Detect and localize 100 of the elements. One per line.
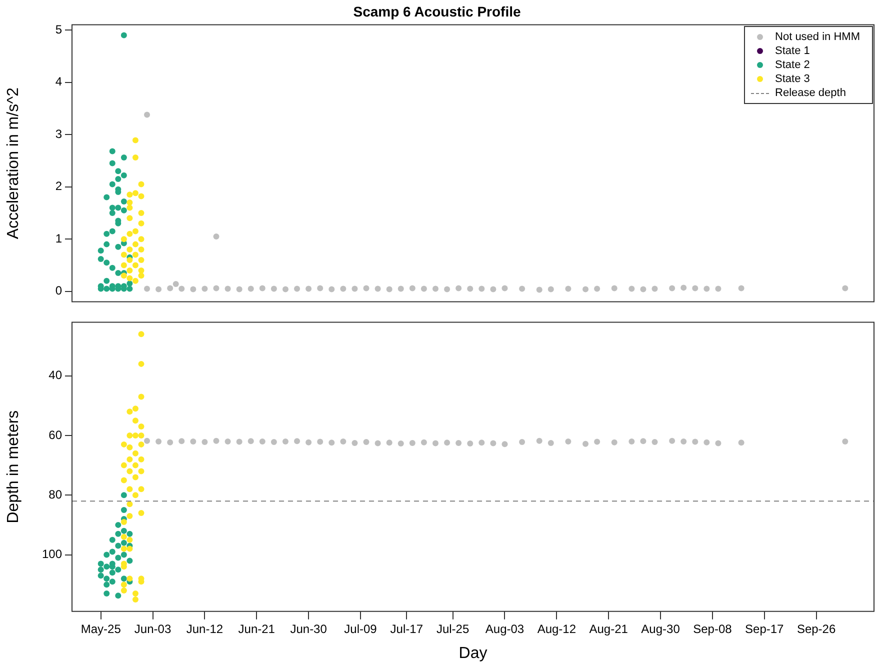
point [138,331,144,338]
point [611,285,618,292]
point [126,536,133,543]
point [115,168,122,174]
point [109,181,116,188]
y-tick-label: 3 [55,126,62,141]
point [178,438,185,444]
point [519,439,526,446]
point [115,244,122,250]
point [352,440,358,446]
point [120,207,127,214]
point [270,286,277,292]
point [109,570,116,576]
x-tick-label: Jun-12 [186,622,224,636]
point [126,501,133,508]
y-tick-label: 80 [48,487,62,502]
point [126,200,133,206]
x-tick-label: May-25 [80,622,122,636]
point [202,286,208,292]
point [138,193,144,200]
point [738,285,744,292]
point [138,181,144,188]
point [306,286,312,292]
point [224,286,231,292]
x-tick-label: Aug-21 [589,622,628,636]
point [669,438,676,444]
point [120,540,127,546]
point [432,286,438,292]
point [328,286,335,292]
y-tick-label: 5 [55,22,62,36]
point [144,438,150,444]
point [190,286,196,292]
point [109,204,116,211]
point [132,474,138,480]
point [352,286,358,292]
point [126,267,133,274]
point [444,286,450,292]
point [340,438,346,444]
y-tick-label: 0 [55,284,62,298]
point [628,438,635,444]
point [294,438,300,444]
point [109,578,116,585]
point [202,439,208,446]
point [120,441,127,448]
point [120,172,127,178]
point [213,438,220,444]
point [138,220,144,226]
point [138,256,144,263]
legend-label: State 1 [775,44,810,58]
point [478,286,485,292]
point [306,439,312,446]
point [120,154,127,161]
point [138,267,144,274]
point [104,582,110,588]
x-tick-label: Jul-25 [436,622,470,636]
point [132,432,138,438]
point [126,230,133,237]
point [144,286,150,292]
point [248,438,254,444]
point [132,462,138,468]
point [536,286,542,293]
point [120,552,127,558]
point [126,432,133,438]
point [680,284,687,291]
point [120,477,127,484]
point [420,286,427,292]
point [104,260,110,266]
point [386,440,392,446]
point [120,252,127,258]
point [126,576,133,582]
x-tick-label: Aug-03 [485,622,524,636]
x-tick-label: Sep-26 [796,622,836,636]
point [270,439,277,446]
point [409,285,416,292]
point [126,192,133,198]
point [115,270,122,276]
point [104,564,110,570]
point [104,286,110,292]
point [138,441,144,448]
point [126,408,133,415]
point [104,576,110,582]
point [104,241,110,248]
y-tick-label: 2 [55,179,62,194]
point [132,406,138,412]
point [132,154,138,161]
point [126,546,133,552]
point [120,528,127,534]
point [317,285,324,292]
point [317,438,324,445]
point [692,285,698,292]
point [120,462,127,468]
point [715,440,722,446]
point [126,444,133,450]
point [109,548,116,555]
point [109,210,116,216]
point [259,438,266,444]
point [120,492,127,498]
point [282,438,288,444]
point [98,248,104,254]
point [126,486,133,492]
